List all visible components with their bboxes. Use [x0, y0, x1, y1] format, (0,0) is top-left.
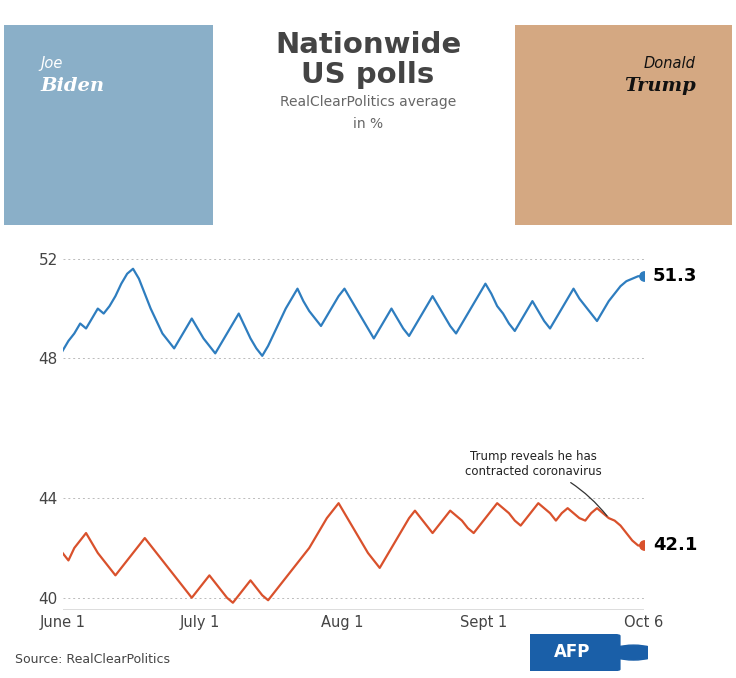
FancyBboxPatch shape: [524, 634, 620, 671]
Text: Biden: Biden: [40, 77, 105, 95]
Text: 51.3: 51.3: [653, 267, 697, 285]
Text: US polls: US polls: [301, 61, 435, 89]
Text: in %: in %: [353, 117, 383, 131]
Circle shape: [610, 645, 657, 660]
Text: AFP: AFP: [554, 643, 590, 661]
Point: [638, 271, 650, 281]
Text: Donald: Donald: [644, 56, 696, 71]
Text: Source: RealClearPolitics: Source: RealClearPolitics: [15, 653, 170, 666]
Text: Joe: Joe: [40, 56, 63, 71]
Text: RealClearPolitics average: RealClearPolitics average: [280, 95, 456, 109]
Text: Trump: Trump: [624, 77, 696, 95]
Text: Trump reveals he has
contracted coronavirus: Trump reveals he has contracted coronavi…: [465, 450, 607, 516]
Text: 42.1: 42.1: [653, 536, 697, 555]
Text: Nationwide: Nationwide: [275, 31, 461, 58]
Point: [638, 540, 650, 551]
